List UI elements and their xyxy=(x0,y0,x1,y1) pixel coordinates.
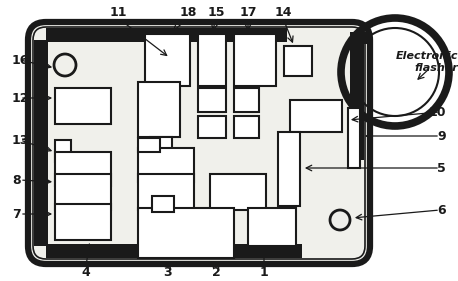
Text: 8: 8 xyxy=(12,173,21,187)
Bar xyxy=(55,174,111,210)
Bar xyxy=(348,108,360,168)
Text: 2: 2 xyxy=(212,266,220,278)
Bar xyxy=(55,204,111,240)
Text: 12: 12 xyxy=(12,92,29,105)
Bar xyxy=(46,244,302,258)
Text: 16: 16 xyxy=(12,53,29,67)
Bar xyxy=(152,196,174,212)
Text: Electronic
flasher: Electronic flasher xyxy=(396,51,458,73)
Text: 6: 6 xyxy=(437,203,446,216)
Text: 11: 11 xyxy=(109,6,127,19)
Text: 13: 13 xyxy=(12,133,29,146)
Text: 1: 1 xyxy=(260,266,268,278)
Bar xyxy=(284,46,312,76)
Bar xyxy=(234,116,259,138)
Text: 10: 10 xyxy=(429,105,446,119)
Bar xyxy=(46,28,287,42)
Bar xyxy=(138,174,194,210)
Bar xyxy=(198,88,226,112)
Text: 3: 3 xyxy=(164,266,172,278)
Bar xyxy=(198,116,226,138)
Bar xyxy=(138,208,234,258)
Bar xyxy=(350,32,370,44)
Bar xyxy=(150,137,172,155)
Bar xyxy=(210,174,266,210)
Bar xyxy=(138,82,180,137)
Text: 15: 15 xyxy=(207,6,225,19)
Bar xyxy=(55,140,71,162)
Bar xyxy=(145,34,190,86)
Text: 9: 9 xyxy=(437,130,446,142)
Text: 5: 5 xyxy=(437,162,446,175)
Bar xyxy=(138,148,194,182)
Bar xyxy=(234,34,276,86)
Bar xyxy=(138,138,160,152)
Bar xyxy=(198,34,226,86)
Text: 7: 7 xyxy=(12,207,21,221)
Text: 18: 18 xyxy=(180,6,196,19)
Text: 4: 4 xyxy=(82,266,90,278)
Bar xyxy=(234,88,259,112)
Text: 14: 14 xyxy=(274,6,292,19)
Bar xyxy=(350,40,364,160)
Text: 17: 17 xyxy=(239,6,257,19)
Bar xyxy=(34,40,48,246)
Bar xyxy=(278,132,300,206)
Bar xyxy=(55,88,111,124)
Bar xyxy=(290,100,342,132)
FancyBboxPatch shape xyxy=(28,22,370,264)
Bar xyxy=(248,208,296,246)
Bar xyxy=(55,152,111,186)
